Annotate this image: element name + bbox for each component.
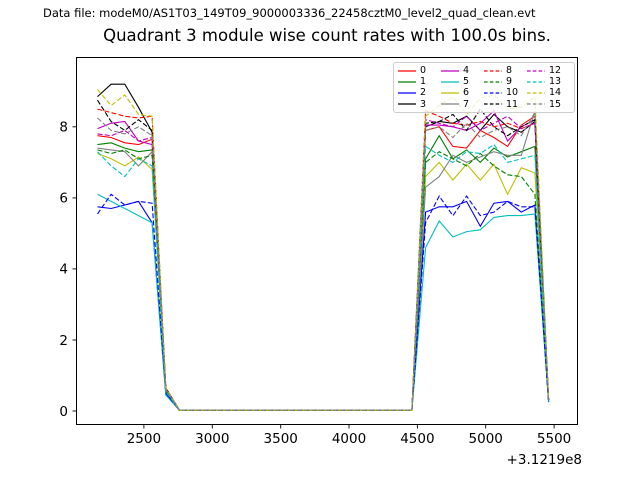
x-tick-label: 3000 [195,431,229,447]
legend-entry: 11 [484,100,527,110]
legend-line-sample [398,70,416,72]
plot-border [76,57,578,425]
datafile-label: Data file: modeM0/AS1T03_149T09_90000033… [43,6,536,20]
legend-entry: 8 [484,66,527,76]
legend-entry: 13 [527,77,570,87]
legend-entry-label: 4 [463,64,470,76]
legend-entry-label: 1 [420,76,427,88]
legend-entry-label: 11 [506,98,519,110]
legend-line-sample [484,70,502,72]
legend-entry-label: 9 [506,76,513,88]
legend-line-sample [398,92,416,94]
legend-entry: 5 [441,77,484,87]
legend-entry-label: 8 [506,64,513,76]
legend-line-sample [527,92,545,94]
legend-entry: 0 [398,66,441,76]
legend-entry: 12 [527,66,570,76]
legend-line-sample [441,92,459,94]
legend-entry-label: 13 [549,76,562,88]
legend-line-sample [441,70,459,72]
chart-title: Quadrant 3 module wise count rates with … [103,26,551,45]
y-tick-label: 4 [59,262,68,278]
x-tick-label: 5500 [537,431,571,447]
x-tick-label: 4000 [332,431,366,447]
legend-entry: 7 [441,100,484,110]
x-tick-label: 3500 [264,431,298,447]
series-line-11 [97,99,550,411]
legend-line-sample [398,81,416,83]
legend-line-sample [527,81,545,83]
legend-entry-label: 0 [420,64,427,76]
legend-entry: 15 [527,100,570,110]
legend-entry-label: 2 [420,87,427,99]
series-line-14 [97,89,550,411]
series-line-15 [97,110,550,411]
legend-entry-label: 12 [549,64,562,76]
y-tick-label: 2 [59,333,68,349]
legend-entry: 9 [484,77,527,87]
x-tick-label: 2500 [127,431,161,447]
legend-line-sample [527,70,545,72]
legend-line-sample [441,103,459,105]
legend-entry: 10 [484,88,527,98]
legend-line-sample [484,103,502,105]
legend-entry: 1 [398,77,441,87]
legend: 0 1 2 3 4 5 6 7 8 9 10 11 12 13 14 15 [393,62,575,113]
legend-entry-label: 3 [420,98,427,110]
legend-entry-label: 5 [463,76,470,88]
series-line-3 [97,83,550,411]
series-lines [97,83,550,411]
legend-entry-label: 15 [549,98,562,110]
x-tick-label: 5000 [469,431,503,447]
legend-line-sample [484,92,502,94]
y-axis: 0 2 4 6 8 [59,120,76,420]
y-tick-label: 0 [59,404,68,420]
x-axis: 2500 3000 3500 4000 4500 5000 5500 +3.1219e8 [127,425,582,468]
legend-entry: 14 [527,88,570,98]
legend-entry: 4 [441,66,484,76]
legend-line-sample [398,103,416,105]
legend-entry-label: 7 [463,98,470,110]
x-tick-label: 4500 [400,431,434,447]
legend-entry: 3 [398,100,441,110]
y-tick-label: 8 [59,120,68,136]
y-tick-label: 6 [59,191,68,207]
legend-line-sample [484,81,502,83]
legend-entry-label: 6 [463,87,470,99]
legend-entry-label: 14 [549,87,562,99]
legend-entry: 6 [441,88,484,98]
legend-line-sample [527,103,545,105]
legend-entry-label: 10 [506,87,519,99]
legend-line-sample [441,81,459,83]
legend-entry: 2 [398,88,441,98]
x-axis-offset-label: +3.1219e8 [507,452,582,468]
